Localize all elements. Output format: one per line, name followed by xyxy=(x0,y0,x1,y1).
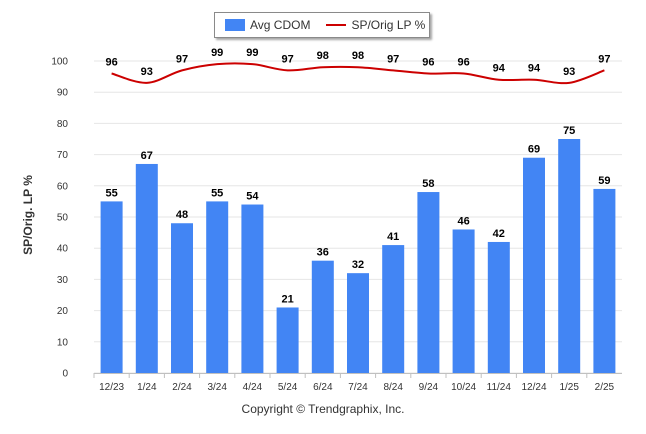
bar[interactable] xyxy=(276,307,299,373)
x-tick-label: 2/24 xyxy=(172,382,192,393)
bar-value-label: 55 xyxy=(211,187,223,199)
legend-label-line: SP/Orig LP % xyxy=(351,18,426,32)
line-series-path[interactable] xyxy=(111,62,605,85)
y-tick-label: 40 xyxy=(57,244,69,255)
x-tick-label: 7/24 xyxy=(348,382,368,393)
line-value-label: 93 xyxy=(563,66,575,78)
bar-value-label: 42 xyxy=(493,228,505,240)
bar[interactable] xyxy=(311,260,334,373)
x-tick-label: 12/24 xyxy=(521,382,546,393)
bar[interactable] xyxy=(417,192,440,373)
legend-item-bar[interactable]: Avg CDOM xyxy=(215,18,310,32)
bar-value-label: 21 xyxy=(281,293,293,305)
y-tick-label: 100 xyxy=(51,57,68,68)
legend-item-line[interactable]: SP/Orig LP % xyxy=(310,18,425,32)
line-value-label: 97 xyxy=(387,53,399,65)
bar-value-label: 54 xyxy=(246,191,259,203)
bar[interactable] xyxy=(206,201,229,373)
line-value-label: 96 xyxy=(105,56,117,68)
bar[interactable] xyxy=(347,273,369,373)
bar[interactable] xyxy=(558,139,581,373)
x-tick-label: 1/24 xyxy=(137,382,157,393)
line-value-label: 98 xyxy=(317,50,329,62)
bar-value-label: 75 xyxy=(563,125,575,137)
bar[interactable] xyxy=(487,241,510,373)
y-tick-label: 90 xyxy=(57,88,69,99)
x-tick-label: 5/24 xyxy=(278,382,298,393)
line-value-label: 97 xyxy=(176,53,188,65)
legend-swatch-bar xyxy=(225,19,245,31)
line-value-label: 97 xyxy=(281,53,293,65)
bar-value-label: 36 xyxy=(317,247,329,259)
x-tick-label: 1/25 xyxy=(559,382,579,393)
x-tick-label: 11/24 xyxy=(487,382,512,393)
y-tick-label: 60 xyxy=(57,181,69,192)
bar-value-label: 55 xyxy=(105,187,117,199)
bar[interactable] xyxy=(523,157,545,373)
y-tick-label: 50 xyxy=(57,213,69,224)
bar[interactable] xyxy=(593,188,616,373)
x-tick-label: 3/24 xyxy=(207,382,227,393)
line-value-label: 99 xyxy=(246,47,258,59)
bar-value-label: 67 xyxy=(141,150,153,162)
bar[interactable] xyxy=(452,229,475,373)
y-axis-label: SP/Orig. LP % xyxy=(21,175,35,255)
y-tick-label: 20 xyxy=(57,306,69,317)
line-value-label: 96 xyxy=(422,56,434,68)
y-tick-label: 80 xyxy=(57,119,69,130)
legend-swatch-line xyxy=(326,24,347,26)
axes: 0 10 20 30 40 50 60 70 80 90 100 12/23 1/24 2/24 3/24 4… xyxy=(51,57,622,393)
legend-label-bar: Avg CDOM xyxy=(250,18,311,32)
bar[interactable] xyxy=(382,245,405,373)
y-tick-label: 10 xyxy=(57,337,69,348)
line-value-label: 99 xyxy=(211,47,223,59)
line-value-label: 96 xyxy=(457,56,469,68)
bar-value-label: 58 xyxy=(422,178,434,190)
x-tick-label: 12/23 xyxy=(99,382,124,393)
line-value-label: 97 xyxy=(598,53,610,65)
line-value-label: 94 xyxy=(493,63,506,75)
x-tick-label: 4/24 xyxy=(243,382,263,393)
copyright-footer: Copyright © Trendgraphix, Inc. xyxy=(241,402,405,416)
x-tick-label: 8/24 xyxy=(383,382,403,393)
line-series xyxy=(111,62,605,85)
x-tick-label: 6/24 xyxy=(313,382,333,393)
bar-value-label: 69 xyxy=(528,144,540,156)
line-value-label: 93 xyxy=(141,66,153,78)
bar[interactable] xyxy=(100,201,123,373)
legend: Avg CDOM SP/Orig LP % xyxy=(214,12,430,38)
bar-value-label: 41 xyxy=(387,231,399,243)
y-tick-label: 70 xyxy=(57,150,69,161)
bar[interactable] xyxy=(135,163,158,373)
bar[interactable] xyxy=(171,223,193,373)
y-tick-label: 30 xyxy=(57,275,69,286)
bar-value-label: 32 xyxy=(352,259,364,271)
x-tick-label: 2/25 xyxy=(595,382,615,393)
bar-series xyxy=(100,139,616,373)
bar[interactable] xyxy=(241,204,264,373)
bar-value-label: 48 xyxy=(176,209,188,221)
line-value-label: 98 xyxy=(352,50,364,62)
data-labels: 55 67 48 55 54 21 36 32 41 58 46 42 69 75 59 96 93 97 99 99… xyxy=(105,47,610,305)
bar-value-label: 46 xyxy=(457,215,469,227)
x-tick-label: 9/24 xyxy=(419,382,439,393)
line-value-label: 94 xyxy=(528,63,541,75)
bar-value-label: 59 xyxy=(598,175,610,187)
x-tick-label: 10/24 xyxy=(451,382,476,393)
y-tick-label: 0 xyxy=(62,369,68,380)
